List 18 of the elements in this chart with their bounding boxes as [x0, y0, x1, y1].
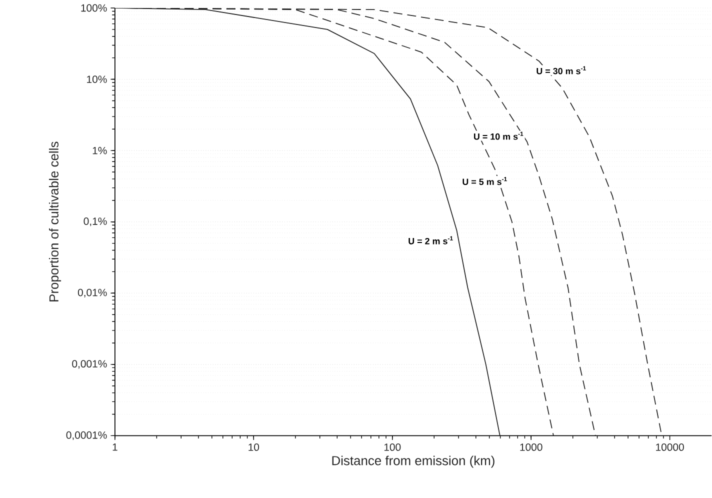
series-label: U = 30 m s$^{-1}$ [536, 66, 586, 74]
x-tick-label: 100 [384, 444, 401, 452]
series-label: U = 5 m s$^{-1}$ [462, 177, 507, 186]
y-axis-title: Proportion of cultivable cells [48, 142, 62, 302]
y-tick-label: 0,0001% [66, 432, 107, 440]
x-tick-label: 10 [248, 444, 260, 452]
y-tick-label: 1% [92, 147, 107, 154]
x-axis-title: Distance from emission (km) [332, 456, 494, 468]
series-label: U = 10 m s$^{-1}$ [474, 132, 524, 140]
y-tick-label: 0,1% [84, 218, 107, 226]
y-tick-label: 100% [81, 4, 107, 12]
y-tick-label: 10% [87, 76, 107, 84]
y-tick-label: 0,01% [78, 288, 107, 298]
x-tick-label: 1 [112, 444, 118, 451]
x-tick-label: 10000 [656, 444, 684, 452]
x-tick-label: 1000 [520, 444, 542, 452]
series-label: U = 2 m s$^{-1}$ [408, 236, 453, 244]
y-tick-label: 0,001% [72, 360, 107, 369]
